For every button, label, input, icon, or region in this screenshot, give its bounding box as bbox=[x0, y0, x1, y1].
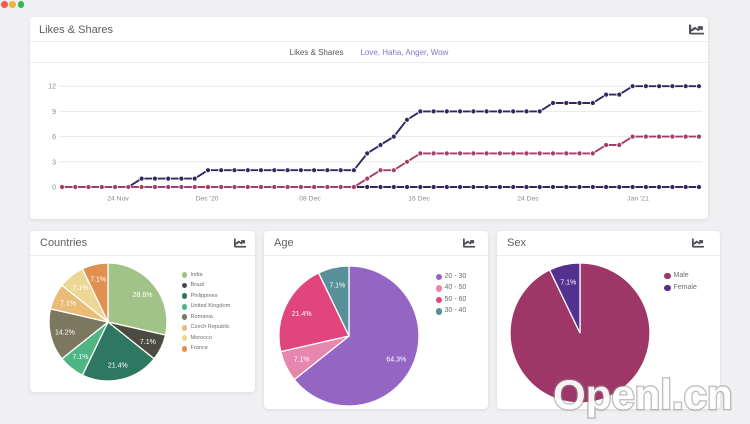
svg-text:21.4%: 21.4% bbox=[292, 311, 312, 318]
svg-text:Dec '20: Dec '20 bbox=[196, 196, 219, 203]
svg-text:9: 9 bbox=[52, 109, 56, 116]
svg-text:12: 12 bbox=[48, 84, 56, 91]
svg-text:7.1%: 7.1% bbox=[72, 285, 88, 292]
svg-text:08 Dec: 08 Dec bbox=[299, 196, 321, 203]
svg-text:7.1%: 7.1% bbox=[140, 339, 156, 346]
svg-text:7.1%: 7.1% bbox=[329, 282, 345, 289]
svg-text:7.1%: 7.1% bbox=[294, 356, 310, 363]
svg-text:7.1%: 7.1% bbox=[560, 279, 576, 286]
svg-text:6: 6 bbox=[52, 134, 56, 141]
svg-text:14.2%: 14.2% bbox=[55, 329, 75, 336]
svg-text:3: 3 bbox=[52, 159, 56, 166]
svg-text:0: 0 bbox=[52, 185, 56, 192]
svg-text:7.1%: 7.1% bbox=[60, 300, 76, 307]
svg-text:28.6%: 28.6% bbox=[133, 292, 153, 299]
svg-text:Jan '21: Jan '21 bbox=[627, 196, 649, 203]
svg-text:24 Dec: 24 Dec bbox=[517, 196, 539, 203]
svg-text:24 Nov: 24 Nov bbox=[107, 196, 129, 203]
svg-text:16 Dec: 16 Dec bbox=[408, 196, 430, 203]
svg-text:64.3%: 64.3% bbox=[386, 356, 406, 363]
svg-text:21.4%: 21.4% bbox=[108, 363, 128, 370]
svg-text:7.1%: 7.1% bbox=[90, 277, 106, 284]
svg-text:7.1%: 7.1% bbox=[72, 354, 88, 361]
